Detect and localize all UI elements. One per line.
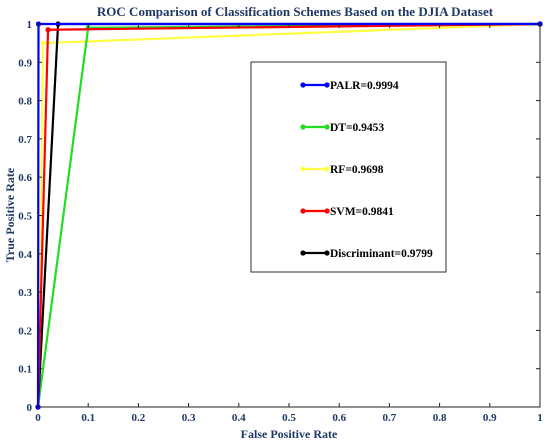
y-tick-label: 0.9: [18, 57, 32, 69]
x-tick-label: 0.7: [383, 412, 397, 424]
legend-label: SVM=0.9841: [330, 206, 394, 218]
ticks-layer: 0 0.1 0.2 0.3 0.4 0.5 0.6 0.7 0.8 0.9 1 0 0.1 0.2 0.3 0…: [18, 19, 543, 424]
legend-label: DT=0.9453: [330, 122, 384, 134]
x-tick-label: 0.2: [132, 412, 146, 424]
legend: PALR=0.9994 DT=0.9453 RF=0.9698 SVM=0.9841 D…: [250, 61, 447, 273]
legend-marker: [324, 250, 330, 256]
y-tick-label: 0.8: [18, 96, 32, 108]
x-axis-label: False Positive Rate: [241, 427, 338, 441]
x-tick-label: 0.9: [483, 412, 497, 424]
legend-marker: [324, 82, 330, 88]
y-tick-label: 0: [27, 402, 33, 414]
legend-marker: [300, 250, 306, 256]
legend-entries: PALR=0.9994 DT=0.9453 RF=0.9698 SVM=0.9841 D…: [300, 80, 433, 260]
roc-point: [45, 27, 51, 33]
legend-marker: [300, 82, 306, 88]
legend-marker: [300, 124, 306, 130]
x-tick-label: 1: [537, 412, 543, 424]
legend-marker: [324, 208, 330, 214]
y-tick-label: 0.3: [18, 287, 32, 299]
legend-box: [250, 61, 447, 273]
legend-label: RF=0.9698: [330, 164, 384, 176]
y-tick-label: 0.4: [18, 249, 32, 261]
x-tick-label: 0.6: [332, 412, 346, 424]
x-tick-label: 0.8: [433, 412, 447, 424]
legend-marker: [300, 208, 306, 214]
y-tick-label: 0.7: [18, 134, 32, 146]
legend-label: Discriminant=0.9799: [330, 248, 433, 260]
roc-point: [40, 40, 46, 46]
legend-marker: [324, 124, 330, 130]
y-tick-label: 0.1: [18, 364, 32, 376]
y-tick-label: 0.2: [18, 325, 32, 337]
x-tick-label: 0.1: [81, 412, 95, 424]
y-tick-label: 0.5: [18, 211, 32, 223]
x-tick-label: 0.5: [282, 412, 296, 424]
y-tick-label: 0.6: [18, 172, 32, 184]
legend-marker: [300, 166, 306, 172]
legend-label: PALR=0.9994: [330, 80, 399, 92]
chart-title: ROC Comparison of Classification Schemes…: [97, 4, 494, 19]
x-tick-label: 0.4: [232, 412, 246, 424]
y-tick-label: 1: [27, 19, 33, 31]
y-axis-label: True Positive Rate: [3, 167, 17, 262]
x-tick-label: 0: [35, 412, 41, 424]
legend-marker: [324, 166, 330, 172]
x-tick-label: 0.3: [182, 412, 196, 424]
